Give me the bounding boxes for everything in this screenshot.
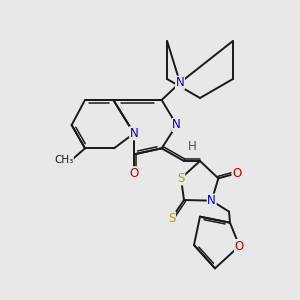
Text: O: O [232,167,241,180]
Text: N: N [172,118,181,131]
Text: N: N [207,194,216,207]
Text: H: H [188,140,197,152]
Text: N: N [130,127,138,140]
Text: S: S [177,172,185,185]
Text: S: S [168,212,176,225]
Text: N: N [176,76,184,89]
Text: O: O [129,167,139,180]
Text: CH₃: CH₃ [54,155,73,165]
Text: O: O [235,239,244,253]
